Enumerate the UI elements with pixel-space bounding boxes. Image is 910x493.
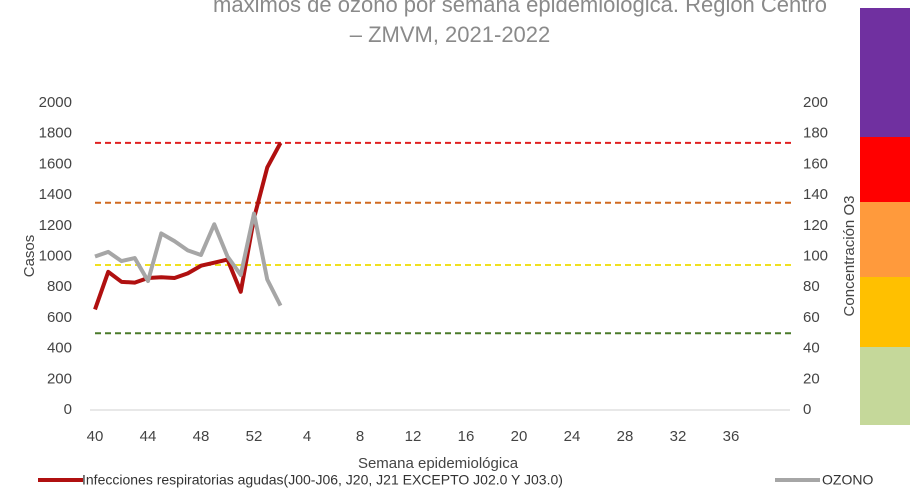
x-tick-label: 52: [246, 428, 263, 445]
y2-tick-label: 200: [803, 94, 828, 111]
x-tick-label: 28: [617, 428, 634, 445]
x-axis-title: Semana epidemiológica: [358, 455, 519, 472]
scale-band: [860, 8, 910, 137]
y2-tick-label: 100: [803, 247, 828, 264]
y-tick-label: 400: [47, 340, 72, 357]
scale-band: [860, 347, 910, 425]
y2-tick-label: 20: [803, 370, 820, 387]
y-tick-label: 1200: [39, 217, 72, 234]
y-axis-title: Casos: [21, 235, 38, 278]
y2-tick-label: 60: [803, 309, 820, 326]
y-tick-label: 1800: [39, 125, 72, 142]
y-tick-label: 2000: [39, 94, 72, 111]
x-tick-label: 44: [140, 428, 157, 445]
x-tick-label: 36: [723, 428, 740, 445]
y2-tick-label: 80: [803, 278, 820, 295]
y-tick-label: 1400: [39, 186, 72, 203]
x-tick-label: 48: [193, 428, 210, 445]
x-tick-label: 4: [303, 428, 311, 445]
series-line: [94, 211, 283, 307]
y-tick-label: 1600: [39, 155, 72, 172]
y-tick-label: 800: [47, 278, 72, 295]
legend-label: OZONO: [822, 472, 873, 488]
y2-tick-label: 40: [803, 340, 820, 357]
y-tick-label: 200: [47, 370, 72, 387]
x-tick-label: 20: [511, 428, 528, 445]
x-tick-label: 40: [87, 428, 104, 445]
x-tick-label: 16: [458, 428, 475, 445]
x-tick-label: 12: [405, 428, 422, 445]
y-tick-label: 0: [64, 401, 72, 418]
y2-tick-label: 120: [803, 217, 828, 234]
x-tick-label: 32: [670, 428, 687, 445]
y-tick-label: 1000: [39, 247, 72, 264]
scale-band: [860, 137, 910, 202]
x-tick-label: 8: [356, 428, 364, 445]
legend-label: Infecciones respiratorias agudas(J00-J06…: [82, 472, 563, 488]
y2-tick-label: 160: [803, 155, 828, 172]
chart-title: – ZMVM, 2021-2022: [350, 22, 551, 47]
y2-tick-label: 140: [803, 186, 828, 203]
y-tick-label: 600: [47, 309, 72, 326]
y2-tick-label: 180: [803, 125, 828, 142]
x-tick-label: 24: [564, 428, 581, 445]
chart-title: máximos de ozono por semana epidemiológi…: [213, 0, 827, 17]
scale-band: [860, 202, 910, 277]
y2-tick-label: 0: [803, 401, 811, 418]
y2-axis-title: Concentración O3: [841, 196, 858, 317]
scale-band: [860, 277, 910, 347]
